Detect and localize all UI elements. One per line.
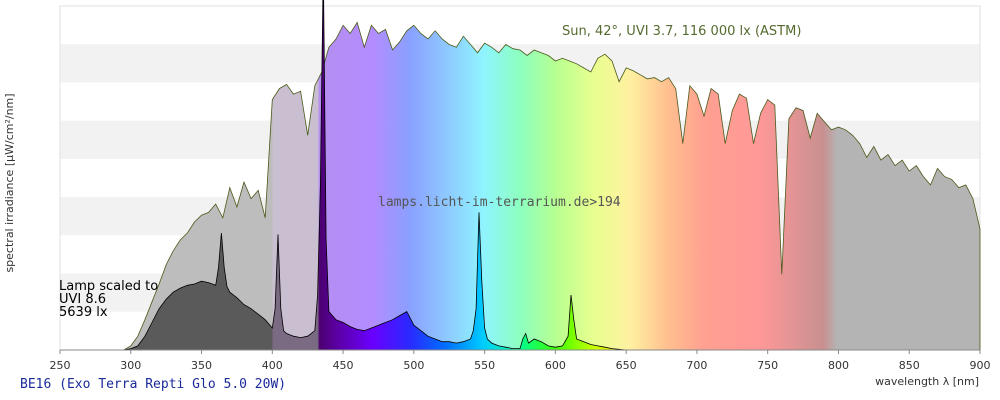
watermark-text: lamps.licht-im-terrarium.de>194 bbox=[378, 195, 621, 210]
x-tick-label: 350 bbox=[191, 359, 212, 372]
x-tick-label: 300 bbox=[120, 359, 141, 372]
caption: BE16 (Exo Terra Repti Glo 5.0 20W) bbox=[20, 377, 286, 392]
x-tick-label: 550 bbox=[474, 359, 495, 372]
y-axis-label: spectral irradiance [µW/cm²/nm] bbox=[3, 93, 16, 272]
x-tick-label: 600 bbox=[545, 359, 566, 372]
x-tick-label: 650 bbox=[616, 359, 637, 372]
lamp-annotation-line3: 5639 lx bbox=[59, 305, 108, 320]
x-tick-label: 250 bbox=[50, 359, 71, 372]
grid-band bbox=[60, 6, 980, 45]
x-tick-label: 750 bbox=[757, 359, 778, 372]
lamp-annotation-line1: Lamp scaled to bbox=[59, 279, 158, 294]
x-tick-label: 850 bbox=[899, 359, 920, 372]
x-axis-label: wavelength λ [nm] bbox=[875, 375, 979, 388]
lamp-spectrum-area bbox=[123, 0, 980, 351]
x-axis-ticks: 250 300 350 400 450 500 550 600 650 700 750 800 850 9… bbox=[50, 350, 991, 372]
x-tick-label: 500 bbox=[403, 359, 424, 372]
x-tick-label: 700 bbox=[686, 359, 707, 372]
x-tick-label: 450 bbox=[333, 359, 354, 372]
sun-spectrum-area bbox=[122, 21, 981, 351]
x-tick-label: 900 bbox=[970, 359, 991, 372]
x-tick-label: 400 bbox=[262, 359, 283, 372]
lamp-annotation-line2: UVI 8.6 bbox=[59, 292, 106, 307]
sun-annotation: Sun, 42°, UVI 3.7, 116 000 lx (ASTM) bbox=[562, 24, 801, 39]
x-tick-label: 800 bbox=[828, 359, 849, 372]
